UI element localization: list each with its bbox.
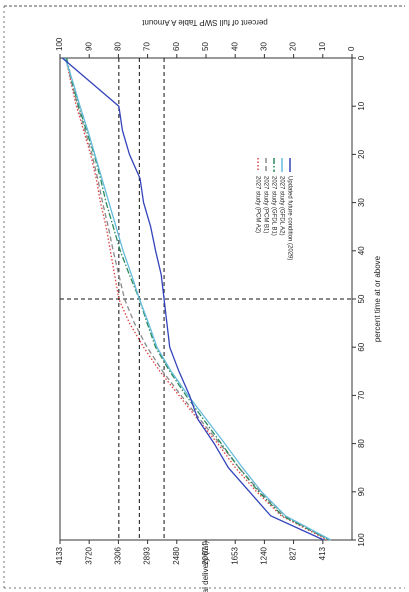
y2-tick-label: 80 (114, 42, 123, 51)
y2-tick-label: 0 (347, 46, 356, 51)
y2-tick-label: 100 (55, 37, 64, 51)
y2-tick-label: 60 (172, 42, 181, 51)
y2-tick-label: 10 (318, 42, 327, 51)
legend-label: Updated future condition (2029) (286, 176, 292, 260)
y2-tick-label: 20 (289, 42, 298, 51)
y-tick-label: 413 (318, 546, 327, 560)
legend-label: 2027 study (PCM A2) (254, 176, 260, 233)
x-tick-label: 100 (357, 533, 366, 547)
x-tick-label: 20 (357, 149, 366, 158)
y-tick-label: 1653 (230, 546, 239, 564)
y-tick-label: 2480 (172, 546, 181, 564)
y2-axis-label: percent of full SWP Table A Amount (141, 18, 267, 27)
legend-label: 2027 study (GFDL A2) (278, 176, 284, 235)
y2-tick-label: 40 (230, 42, 239, 51)
x-tick-label: 60 (357, 342, 366, 351)
x-tick-label: 30 (357, 198, 366, 207)
y2-tick-label: 70 (143, 42, 152, 51)
series-line (64, 57, 332, 541)
x-tick-label: 50 (357, 294, 366, 303)
x-tick-label: 70 (357, 390, 366, 399)
y-tick-label: 2067 (201, 546, 210, 564)
x-tick-label: 90 (357, 487, 366, 496)
x-tick-label: 40 (357, 246, 366, 255)
y-axis-label: annual delivery (taf) (201, 541, 210, 592)
x-tick-label: 10 (357, 101, 366, 110)
y-tick-label: 4133 (55, 546, 64, 564)
x-axis-label: percent time at or above (373, 255, 382, 342)
legend-label: 2027 study (GFDL B1) (270, 176, 276, 236)
x-tick-label: 0 (357, 55, 366, 60)
legend-label: 2027 study (PCM B1) (262, 176, 268, 233)
y-tick-label: 3720 (84, 546, 93, 564)
y-tick-label: 2893 (143, 546, 152, 564)
series-line (65, 57, 330, 541)
x-tick-label: 80 (357, 439, 366, 448)
y2-tick-label: 50 (201, 42, 210, 51)
y-tick-label: 1240 (260, 546, 269, 564)
y-tick-label: 827 (289, 546, 298, 560)
y2-tick-label: 90 (84, 42, 93, 51)
y-tick-label: 3306 (114, 546, 123, 564)
series-line (61, 57, 325, 541)
y2-tick-label: 30 (260, 42, 269, 51)
